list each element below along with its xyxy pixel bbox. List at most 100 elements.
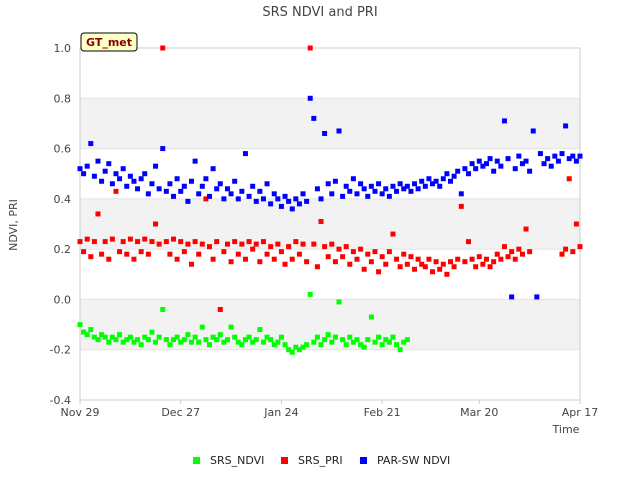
par-sw-ndvi-point [178,188,184,194]
srs-ndvi-point [278,334,284,340]
par-sw-ndvi-point [534,294,540,300]
srs-pri-point [365,251,371,257]
srs-ndvi-point [214,337,220,343]
legend-swatch-srs-ndvi [193,457,200,464]
srs-ndvi-point [260,339,266,345]
legend-label-par-sw-ndvi: PAR-SW NDVI [377,454,450,467]
par-sw-ndvi-point [322,130,328,136]
par-sw-ndvi-point [163,188,169,194]
srs-pri-point [577,244,583,250]
par-sw-ndvi-point [573,158,579,164]
par-sw-ndvi-point [509,294,515,300]
par-sw-ndvi-point [480,163,486,169]
srs-pri-point [293,239,299,245]
par-sw-ndvi-point [88,141,94,147]
srs-pri-point [109,236,115,242]
srs-pri-point [311,241,317,247]
plot-bands [80,48,580,400]
srs-ndvi-point [372,339,378,345]
srs-pri-point [394,256,400,262]
par-sw-ndvi-point [156,186,162,192]
par-sw-ndvi-point [127,173,133,179]
srs-ndvi-point [300,344,306,350]
par-sw-ndvi-point [516,153,522,159]
srs-pri-point [379,254,385,260]
srs-pri-point [473,264,479,270]
par-sw-ndvi-point [545,156,551,162]
par-sw-ndvi-point [199,183,205,189]
srs-pri-point [156,241,162,247]
srs-pri-point [138,249,144,255]
srs-pri-point [77,239,83,245]
badge-box [80,32,138,52]
par-sw-ndvi-point [376,181,382,187]
srs-ndvi-point [275,339,281,345]
par-sw-ndvi-point [498,163,504,169]
par-sw-ndvi-point [336,128,342,134]
srs-pri-point [174,256,180,262]
par-sw-ndvi-point [275,196,281,202]
srs-pri-point [455,256,461,262]
srs-pri-point [124,251,130,257]
legend-swatch-par-sw-ndvi [360,457,367,464]
par-sw-ndvi-point [332,178,338,184]
par-sw-ndvi-point [253,198,259,204]
srs-ndvi-point [142,334,148,340]
srs-pri-point [559,251,565,257]
plot-band [80,148,580,199]
srs-ndvi-point [390,334,396,340]
par-sw-ndvi-point [282,193,288,199]
par-sw-ndvi-point [394,188,400,194]
par-sw-ndvi-point [397,181,403,187]
srs-pri-point [433,259,439,265]
srs-pri-point [444,271,450,277]
par-sw-ndvi-point [95,158,101,164]
par-sw-ndvi-point [196,191,202,197]
srs-pri-point [350,249,356,255]
plot-band [80,48,580,99]
srs-ndvi-point [189,339,195,345]
srs-pri-point [448,259,454,265]
par-sw-ndvi-point [347,188,353,194]
par-sw-ndvi-point [412,181,418,187]
srs-pri-point [354,256,360,262]
srs-ndvi-point [242,337,248,343]
srs-ndvi-point [235,339,241,345]
par-sw-ndvi-point [455,168,461,174]
par-sw-ndvi-point [113,171,119,177]
srs-ndvi-point [84,332,90,338]
y-tick-label: -0.4 [50,394,71,407]
par-sw-ndvi-point [361,186,367,192]
srs-ndvi-point [160,306,166,312]
srs-pri-point [512,256,518,262]
srs-pri-point [343,244,349,250]
srs-pri-point [142,236,148,242]
par-sw-ndvi-point [440,176,446,182]
srs-pri-point [300,241,306,247]
par-sw-ndvi-point [469,161,475,167]
srs-ndvi-point [102,334,108,340]
srs-pri-point [469,256,475,262]
srs-pri-point [465,239,471,245]
srs-pri-point [519,251,525,257]
x-axis-label: Time [552,423,580,436]
srs-ndvi-point [350,339,356,345]
par-sw-ndvi-point [523,158,529,164]
par-sw-ndvi-point [286,198,292,204]
srs-pri-point [206,244,212,250]
par-sw-ndvi-point [530,128,536,134]
srs-pri-point [113,188,119,194]
par-sw-ndvi-point [329,191,335,197]
srs-pri-point [271,256,277,262]
srs-ndvi-point [88,327,94,333]
par-sw-ndvi-point [437,183,443,189]
par-sw-ndvi-point [379,191,385,197]
par-sw-ndvi-point [221,196,227,202]
legend-swatch-srs-pri [281,457,288,464]
srs-ndvi-point [397,347,403,353]
srs-pri-point [361,266,367,272]
srs-pri-point [458,203,464,209]
srs-pri-point [563,246,569,252]
srs-pri-point [246,239,252,245]
